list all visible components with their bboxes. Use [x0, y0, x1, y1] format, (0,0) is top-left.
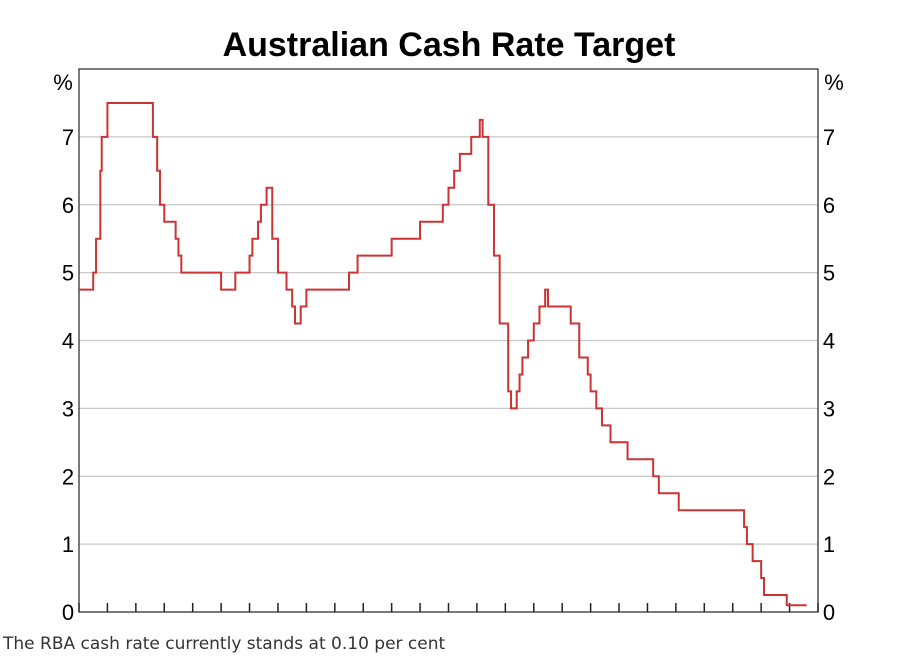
y-axis-right-unit: % [824, 70, 844, 95]
y-tick-label-right: 4 [823, 329, 835, 354]
y-axis-left-unit: % [53, 70, 73, 95]
y-axis-right-labels: 0 1 2 3 4 5 6 7 [823, 125, 835, 625]
cash-rate-chart: Australian Cash Rate Target 0 1 2 3 4 5 6 7 0 1 2… [53, 26, 844, 625]
x-axis-ticks [78, 603, 819, 612]
y-tick-label-left: 6 [62, 193, 74, 218]
y-tick-label-left: 2 [62, 464, 74, 489]
y-tick-label-left: 1 [62, 532, 74, 557]
series-layer [79, 101, 807, 607]
y-tick-label-right: 6 [823, 193, 835, 218]
y-tick-label-right: 3 [823, 396, 835, 421]
y-tick-label-right: 2 [823, 464, 835, 489]
y-axis-left-labels: 0 1 2 3 4 5 6 7 [62, 125, 74, 625]
y-tick-label-left: 3 [62, 396, 74, 421]
cash-rate-series-line [79, 101, 807, 607]
y-tick-label-left: 7 [62, 125, 74, 150]
chart-canvas: Australian Cash Rate Target 0 1 2 3 4 5 6 7 0 1 2… [53, 26, 844, 625]
y-tick-label-right: 1 [823, 532, 835, 557]
chart-caption: The RBA cash rate currently stands at 0.… [3, 634, 446, 654]
y-tick-label-left: 5 [62, 261, 74, 286]
y-tick-label-right: 7 [823, 125, 835, 150]
y-tick-label-left: 4 [62, 329, 74, 354]
y-tick-label-right: 5 [823, 261, 835, 286]
y-tick-label-right: 0 [823, 600, 835, 625]
chart-title: Australian Cash Rate Target [223, 26, 676, 64]
y-tick-label-left: 0 [62, 600, 74, 625]
